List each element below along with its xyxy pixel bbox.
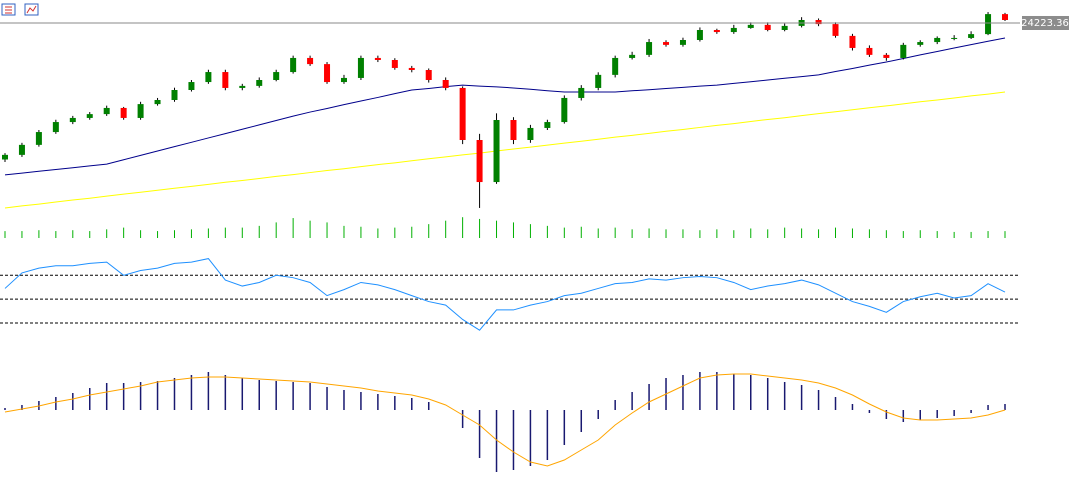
candle-body (442, 80, 449, 88)
candle-body (764, 24, 771, 30)
candle-body (832, 24, 839, 36)
candle-body (476, 140, 483, 183)
candle-body (815, 20, 822, 25)
candle-body (544, 122, 551, 128)
candle-body (866, 47, 873, 55)
candle-body (290, 57, 297, 73)
candle-body (527, 127, 534, 140)
candle-body (391, 60, 398, 68)
candle-body (849, 35, 856, 48)
candle-body (103, 107, 110, 115)
candle-body (52, 122, 59, 133)
candle-body (629, 54, 636, 58)
candle-body (951, 37, 958, 39)
candle-body (357, 57, 364, 78)
candle-body (510, 120, 517, 140)
candle-body (561, 97, 568, 123)
candle-body (679, 40, 686, 45)
candle-body (18, 144, 25, 155)
candle-body (493, 120, 500, 183)
candle-body (307, 57, 314, 65)
candle-body (934, 37, 941, 43)
candle-body (425, 70, 432, 80)
candle-body (1002, 14, 1008, 20)
signal-line (4, 373, 1006, 467)
candle-body (86, 114, 93, 118)
candle-body (985, 14, 992, 35)
candle-body (747, 24, 754, 28)
candle-body (324, 64, 331, 83)
moving-average (4, 91, 1006, 209)
candle-body (188, 82, 195, 90)
candle-body (2, 154, 8, 160)
price-label-box (1022, 15, 1069, 30)
candle-body (69, 117, 76, 123)
toolbar-icons (1, 3, 39, 16)
candle-body (595, 74, 602, 88)
candle-body (696, 30, 703, 40)
candle-body (154, 100, 161, 105)
moving-average (4, 37, 1006, 176)
candle-body (730, 27, 737, 33)
candle-body (578, 87, 585, 98)
candle-body (968, 34, 975, 38)
candle-body (646, 42, 653, 55)
candle-body (459, 87, 466, 140)
candle-body (917, 42, 924, 45)
icon-line (26, 5, 37, 14)
candle-body (239, 85, 246, 88)
candle-body (374, 57, 381, 60)
price-label: 24223.36 (1021, 18, 1069, 29)
candle-body (120, 107, 127, 118)
candle-body (205, 72, 212, 83)
candle-body (883, 54, 890, 58)
candle-body (408, 67, 415, 70)
candle-body (663, 42, 670, 45)
candle-body (340, 77, 347, 83)
candle-body (781, 25, 788, 30)
candle-body (137, 104, 144, 118)
candle-body (171, 90, 178, 100)
candle-body (900, 44, 907, 58)
candle-body (713, 30, 720, 33)
oscillator-line (4, 258, 1006, 331)
candle-body (612, 57, 619, 75)
candle-body (273, 72, 280, 80)
candle-body (222, 72, 229, 88)
candle-body (256, 80, 263, 86)
candle-body (35, 132, 42, 145)
